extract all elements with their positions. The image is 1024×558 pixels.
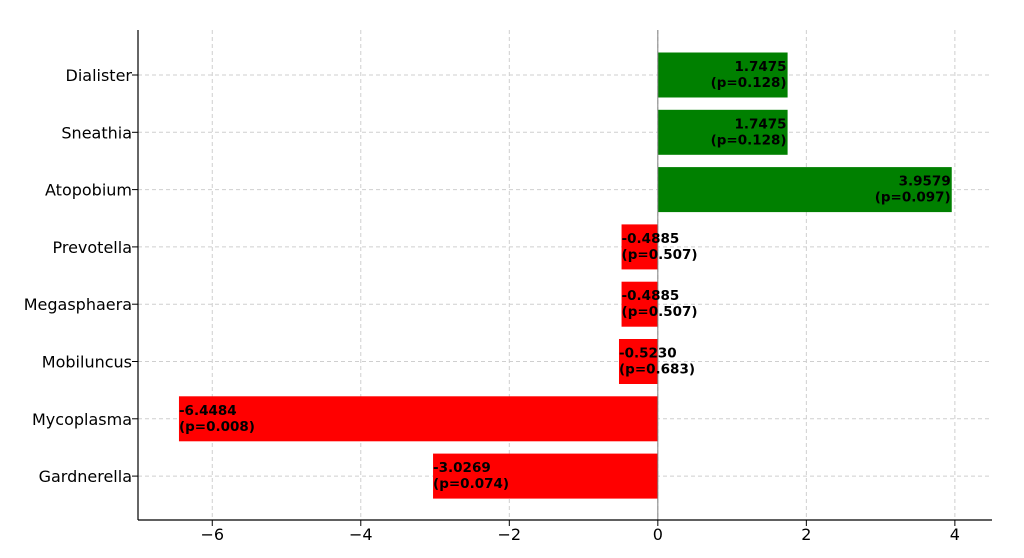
category-label: Sneathia xyxy=(61,123,132,142)
bar-value-label: -3.0269 xyxy=(433,460,491,476)
bars-layer xyxy=(178,52,952,499)
bar-pvalue-label: (p=0.128) xyxy=(711,75,787,91)
bar-pvalue-label: (p=0.128) xyxy=(711,132,787,148)
bar-pvalue-label: (p=0.507) xyxy=(622,304,698,320)
axes-layer xyxy=(132,30,992,526)
bar-value-label: 1.7475 xyxy=(734,116,786,132)
category-label: Mycoplasma xyxy=(32,410,132,429)
bar-mobiluncus xyxy=(618,339,658,384)
bar-value-label: -6.4484 xyxy=(179,403,237,419)
bar-value-label: 1.7475 xyxy=(734,59,786,75)
category-label: Atopobium xyxy=(45,181,132,200)
category-label: Mobiluncus xyxy=(42,353,132,372)
x-tick-label: −6 xyxy=(200,525,224,544)
x-tick-label: 4 xyxy=(950,525,960,544)
bar-value-label: 3.9579 xyxy=(899,174,951,190)
bar-dialister xyxy=(657,52,788,98)
category-label: Dialister xyxy=(66,66,133,85)
bar-value-label: -0.4885 xyxy=(622,231,680,247)
category-label: Prevotella xyxy=(52,238,132,257)
bar-pvalue-label: (p=0.683) xyxy=(619,362,695,378)
bar-pvalue-label: (p=0.074) xyxy=(433,476,509,492)
x-tick-label: 2 xyxy=(801,525,811,544)
bar-mycoplasma xyxy=(178,396,658,442)
bar-pvalue-label: (p=0.507) xyxy=(622,247,698,263)
bar-value-label: -0.4885 xyxy=(622,288,680,304)
bar-sneathia xyxy=(657,109,788,155)
x-tick-label: 0 xyxy=(653,525,663,544)
bar-gardnerella xyxy=(433,453,658,499)
bar-megasphaera xyxy=(621,281,658,327)
x-tick-label: −4 xyxy=(349,525,373,544)
bar-prevotella xyxy=(621,224,658,270)
x-tick-label: −2 xyxy=(498,525,522,544)
category-label: Megasphaera xyxy=(24,295,132,314)
bar-atopobium xyxy=(657,167,952,213)
grid-layer xyxy=(138,30,992,520)
bar-pvalue-label: (p=0.097) xyxy=(875,190,951,206)
category-label: Gardnerella xyxy=(39,467,132,486)
bar-pvalue-label: (p=0.008) xyxy=(179,419,255,435)
bar-value-label: -0.5230 xyxy=(619,346,677,362)
